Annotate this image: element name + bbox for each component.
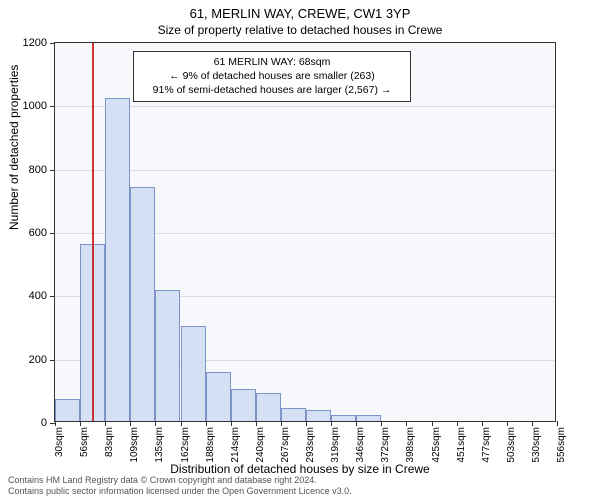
- x-tick-label: 346sqm: [355, 427, 366, 463]
- x-tick-label: 135sqm: [154, 427, 165, 463]
- chart: 02004006008001000120030sqm56sqm83sqm109s…: [54, 42, 556, 422]
- x-tick-label: 451sqm: [456, 427, 467, 463]
- x-tick-label: 83sqm: [104, 427, 115, 457]
- annotation-box: 61 MERLIN WAY: 68sqm← 9% of detached hou…: [133, 51, 411, 102]
- histogram-bar: [55, 399, 80, 421]
- x-tick-label: 503sqm: [506, 427, 517, 463]
- y-tick-label: 1000: [23, 100, 47, 112]
- y-axis-title: Number of detached properties: [7, 65, 21, 230]
- x-tick-label: 214sqm: [230, 427, 241, 463]
- page-title-line2: Size of property relative to detached ho…: [0, 23, 600, 37]
- x-tick-label: 109sqm: [129, 427, 140, 463]
- histogram-bar: [155, 290, 180, 421]
- x-tick-label: 56sqm: [79, 427, 90, 457]
- y-tick-label: 600: [29, 227, 47, 239]
- histogram-bar: [306, 410, 331, 421]
- x-tick-label: 556sqm: [556, 427, 567, 463]
- y-tick-label: 400: [29, 290, 47, 302]
- x-tick-label: 30sqm: [54, 427, 65, 457]
- x-tick-label: 425sqm: [431, 427, 442, 463]
- y-tick-label: 0: [41, 417, 47, 429]
- annotation-line1: 61 MERLIN WAY: 68sqm: [140, 55, 404, 69]
- x-tick-label: 319sqm: [330, 427, 341, 463]
- footer-line2: Contains public sector information licen…: [8, 486, 352, 497]
- footer-line1: Contains HM Land Registry data © Crown c…: [8, 475, 352, 486]
- x-axis-title: Distribution of detached houses by size …: [0, 462, 600, 476]
- histogram-bar: [231, 389, 256, 421]
- x-tick-label: 240sqm: [255, 427, 266, 463]
- x-tick-label: 162sqm: [180, 427, 191, 463]
- y-tick-label: 1200: [23, 37, 47, 49]
- title-block: 61, MERLIN WAY, CREWE, CW1 3YP Size of p…: [0, 0, 600, 37]
- histogram-bar: [256, 393, 281, 422]
- x-tick-label: 188sqm: [205, 427, 216, 463]
- histogram-bar: [181, 326, 206, 421]
- x-tick-label: 398sqm: [405, 427, 416, 463]
- annotation-line3: 91% of semi-detached houses are larger (…: [140, 83, 404, 97]
- histogram-bar: [206, 372, 231, 421]
- histogram-bar: [331, 415, 356, 421]
- y-tick-label: 200: [29, 354, 47, 366]
- x-tick-label: 267sqm: [280, 427, 291, 463]
- histogram-bar: [105, 98, 130, 421]
- x-tick-label: 530sqm: [531, 427, 542, 463]
- annotation-line2: ← 9% of detached houses are smaller (263…: [140, 69, 404, 83]
- x-tick-label: 477sqm: [481, 427, 492, 463]
- x-tick-label: 293sqm: [305, 427, 316, 463]
- y-tick-label: 800: [29, 164, 47, 176]
- histogram-bar: [281, 408, 306, 421]
- footer: Contains HM Land Registry data © Crown c…: [8, 475, 352, 497]
- plot-area: 02004006008001000120030sqm56sqm83sqm109s…: [54, 42, 556, 422]
- page-title-line1: 61, MERLIN WAY, CREWE, CW1 3YP: [0, 6, 600, 21]
- marker-line: [92, 43, 94, 421]
- x-tick-label: 372sqm: [380, 427, 391, 463]
- histogram-bar: [130, 187, 155, 421]
- histogram-bar: [356, 415, 381, 421]
